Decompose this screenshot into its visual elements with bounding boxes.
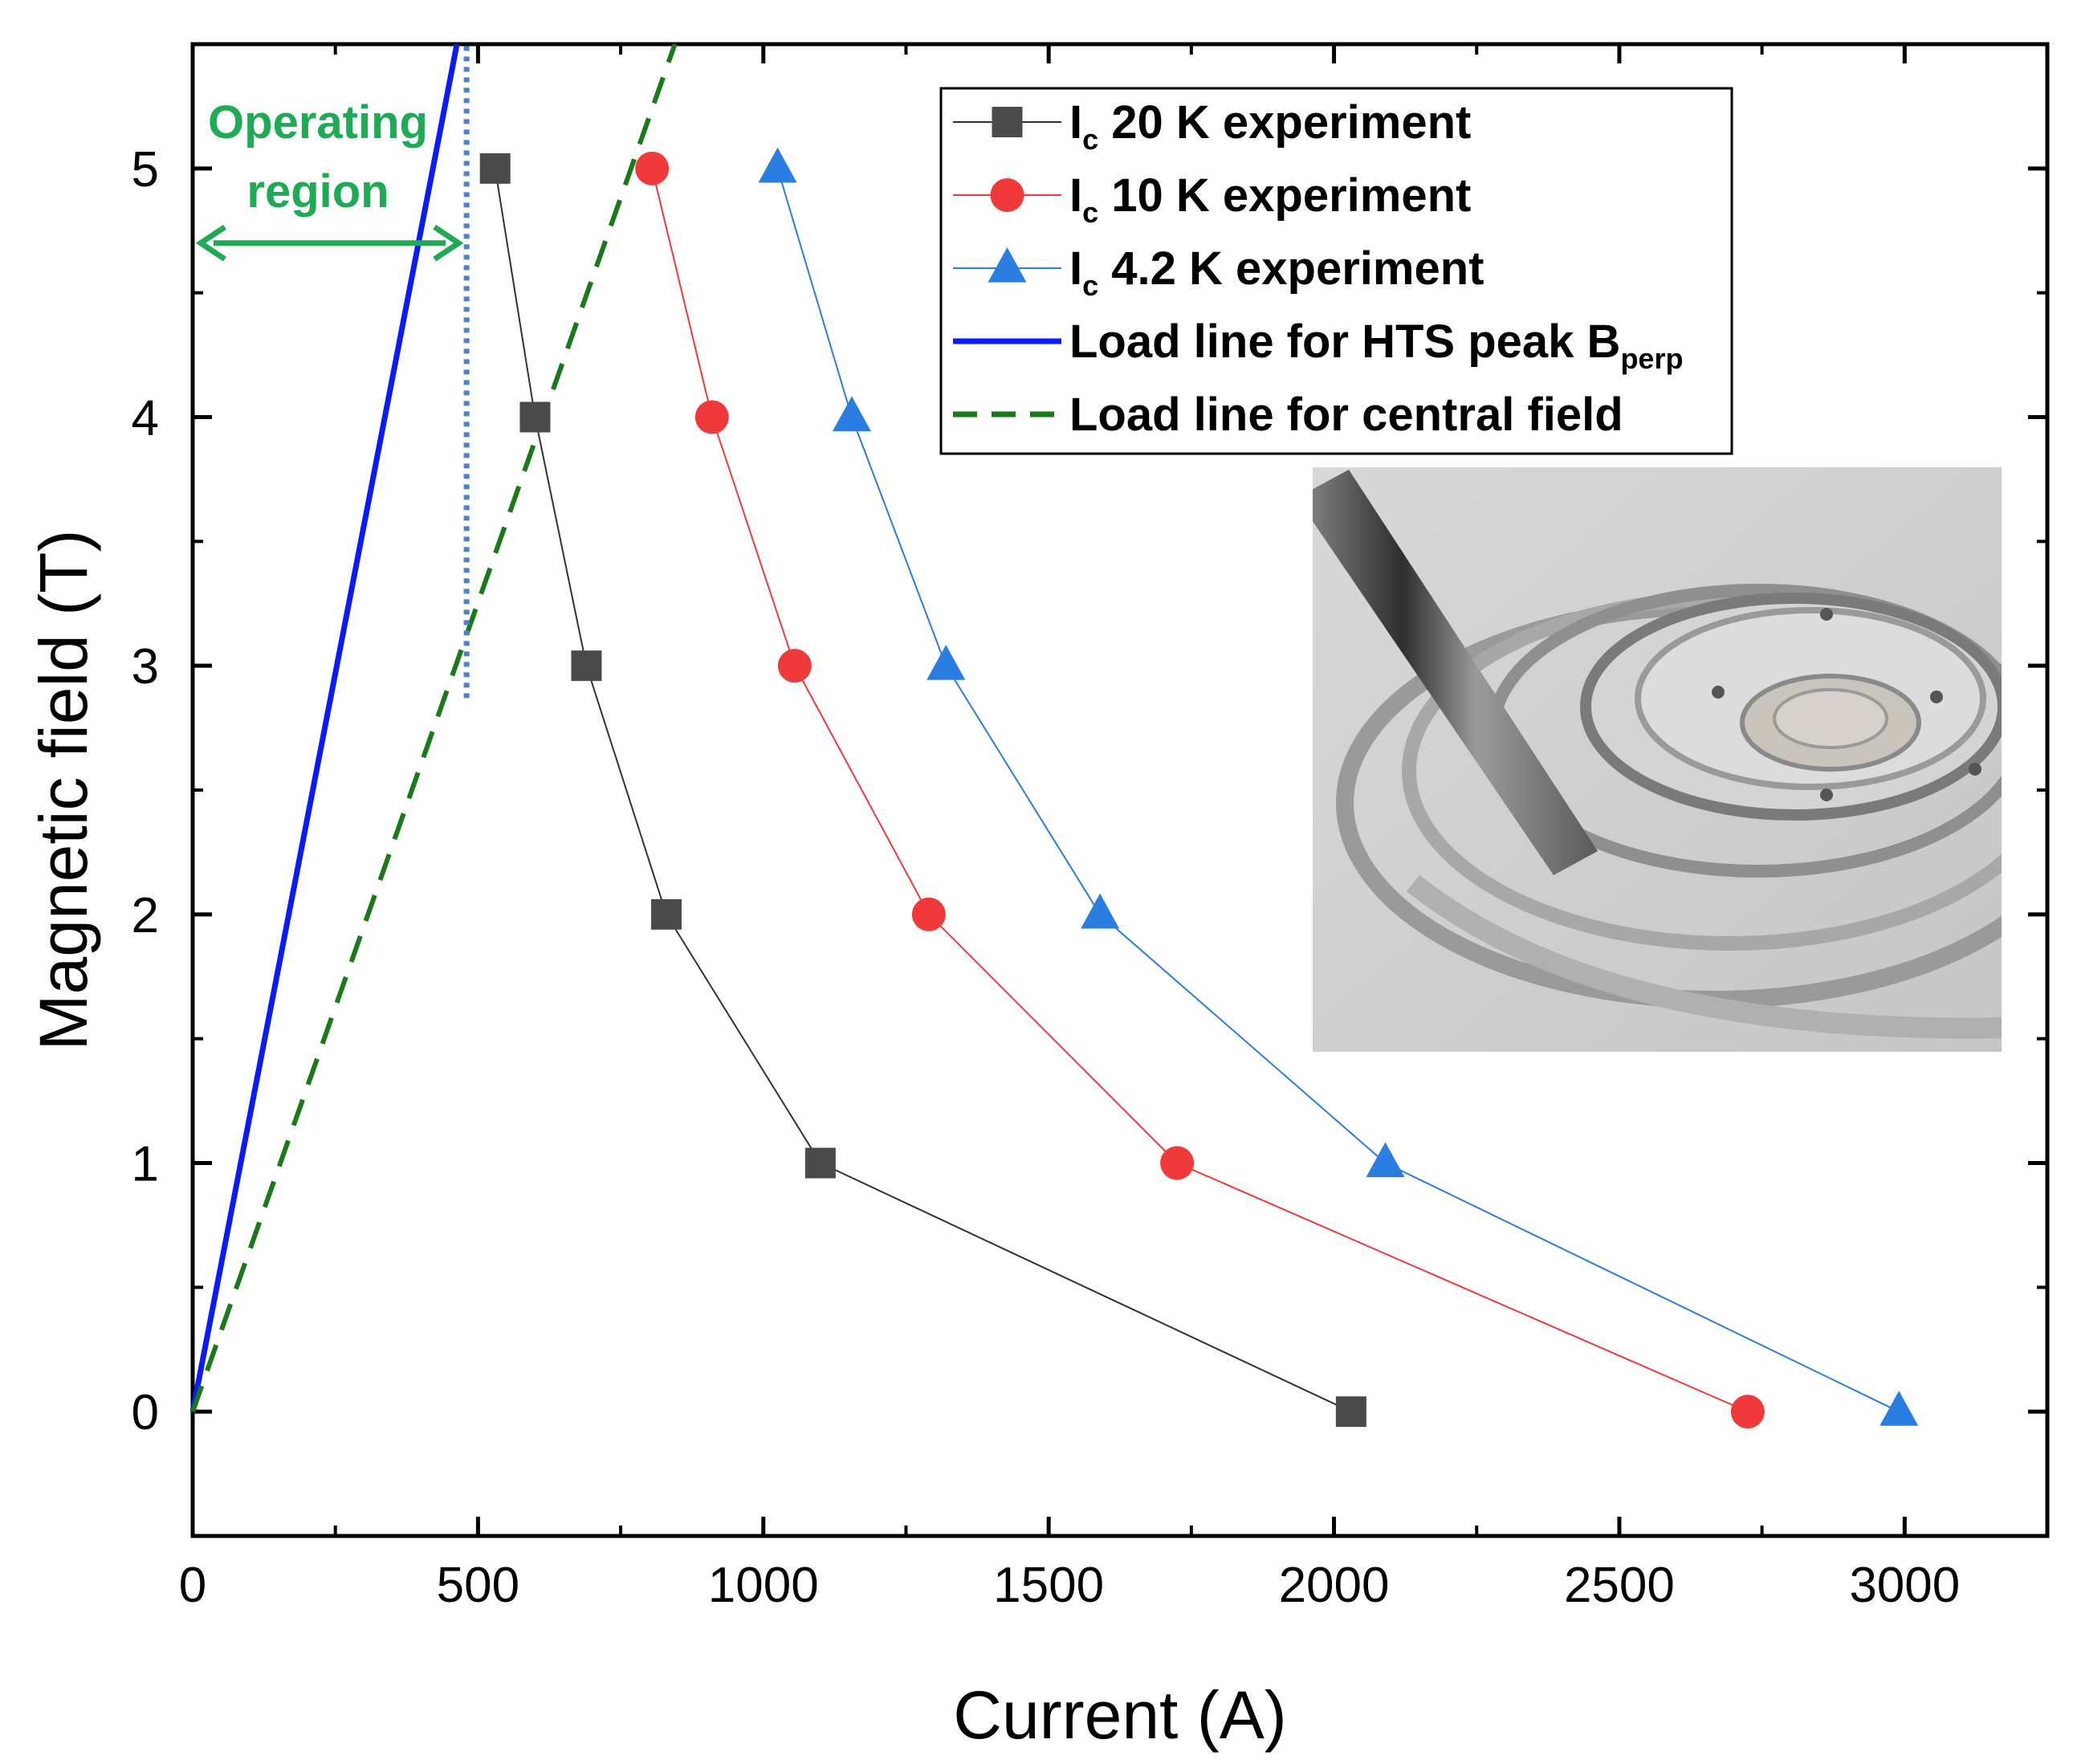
load-lines	[189, 43, 678, 1413]
data-point-circle	[1160, 1146, 1195, 1180]
legend-label-0: Ic 20 K experiment	[1069, 96, 1471, 156]
x-tick-label: 1500	[993, 1558, 1104, 1613]
y-tick-label: 3	[132, 639, 159, 695]
y-tick-label: 4	[132, 391, 159, 446]
data-point-triangle	[1366, 1142, 1405, 1178]
x-tick-label: 1000	[708, 1558, 819, 1613]
x-tick-label: 2500	[1564, 1558, 1675, 1613]
arrow-head-right	[433, 224, 464, 262]
load-line-hts-peak	[189, 43, 460, 1412]
annotation-line1: Operating	[208, 96, 428, 149]
operating-region-annotation: Operating region	[195, 96, 464, 262]
data-point-square	[479, 153, 511, 184]
annotation-line2: region	[246, 165, 389, 218]
data-point-triangle	[1081, 893, 1120, 929]
series-lines	[494, 168, 1900, 1413]
data-point-triangle	[832, 396, 871, 432]
y-tick-label: 2	[132, 888, 159, 943]
legend-marker-circle	[990, 178, 1024, 212]
series-markers	[479, 147, 1919, 1429]
data-point-square	[804, 1147, 836, 1179]
legend-label-2: Ic 4.2 K experiment	[1069, 242, 1484, 302]
data-point-square	[650, 898, 682, 930]
legend-label-1: Ic 10 K experiment	[1069, 169, 1471, 229]
y-axis-title: Magnetic field (T)	[26, 530, 101, 1051]
legend: Ic 20 K experiment Ic 10 K experiment Ic 4…	[939, 87, 1733, 455]
data-point-triangle	[927, 645, 966, 680]
x-tick-label: 500	[437, 1558, 519, 1613]
data-point-square	[1335, 1396, 1366, 1428]
legend-box	[939, 87, 1733, 455]
legend-label-load-0: Load line for HTS peak Bperp	[1069, 316, 1683, 375]
data-point-square	[519, 401, 551, 433]
legend-label-load-1: Load line for central field	[1069, 389, 1623, 441]
data-point-circle	[635, 151, 670, 185]
x-tick-label: 0	[179, 1558, 206, 1613]
data-point-circle	[1730, 1395, 1765, 1429]
load-line-central-field	[190, 43, 678, 1413]
series-line-0	[494, 168, 1352, 1413]
data-point-circle	[694, 400, 729, 434]
y-tick-label: 5	[132, 142, 159, 198]
y-tick-labels: 0 1 2 3 4 5	[132, 142, 159, 1440]
legend-marker-triangle	[988, 246, 1027, 283]
x-tick-label: 3000	[1849, 1558, 1960, 1613]
x-tick-label: 2000	[1279, 1558, 1390, 1613]
inset-photo	[1313, 467, 2002, 1052]
y-tick-label: 1	[132, 1137, 159, 1192]
x-axis-title: Current (A)	[953, 1677, 1286, 1753]
x-tick-labels: 0 500 1000 1500 2000 2500 3000	[179, 1558, 1961, 1613]
data-point-triangle	[758, 147, 797, 183]
legend-marker-square	[992, 107, 1023, 137]
axis-ticks	[190, 44, 2047, 1536]
y-tick-label: 0	[132, 1385, 159, 1440]
data-point-triangle	[1880, 1391, 1919, 1426]
data-point-circle	[911, 897, 946, 931]
series-line-1	[651, 168, 1749, 1413]
arrow-head-left	[195, 224, 226, 262]
data-point-square	[571, 650, 602, 682]
series-line-2	[776, 168, 1900, 1413]
data-point-circle	[777, 649, 812, 683]
